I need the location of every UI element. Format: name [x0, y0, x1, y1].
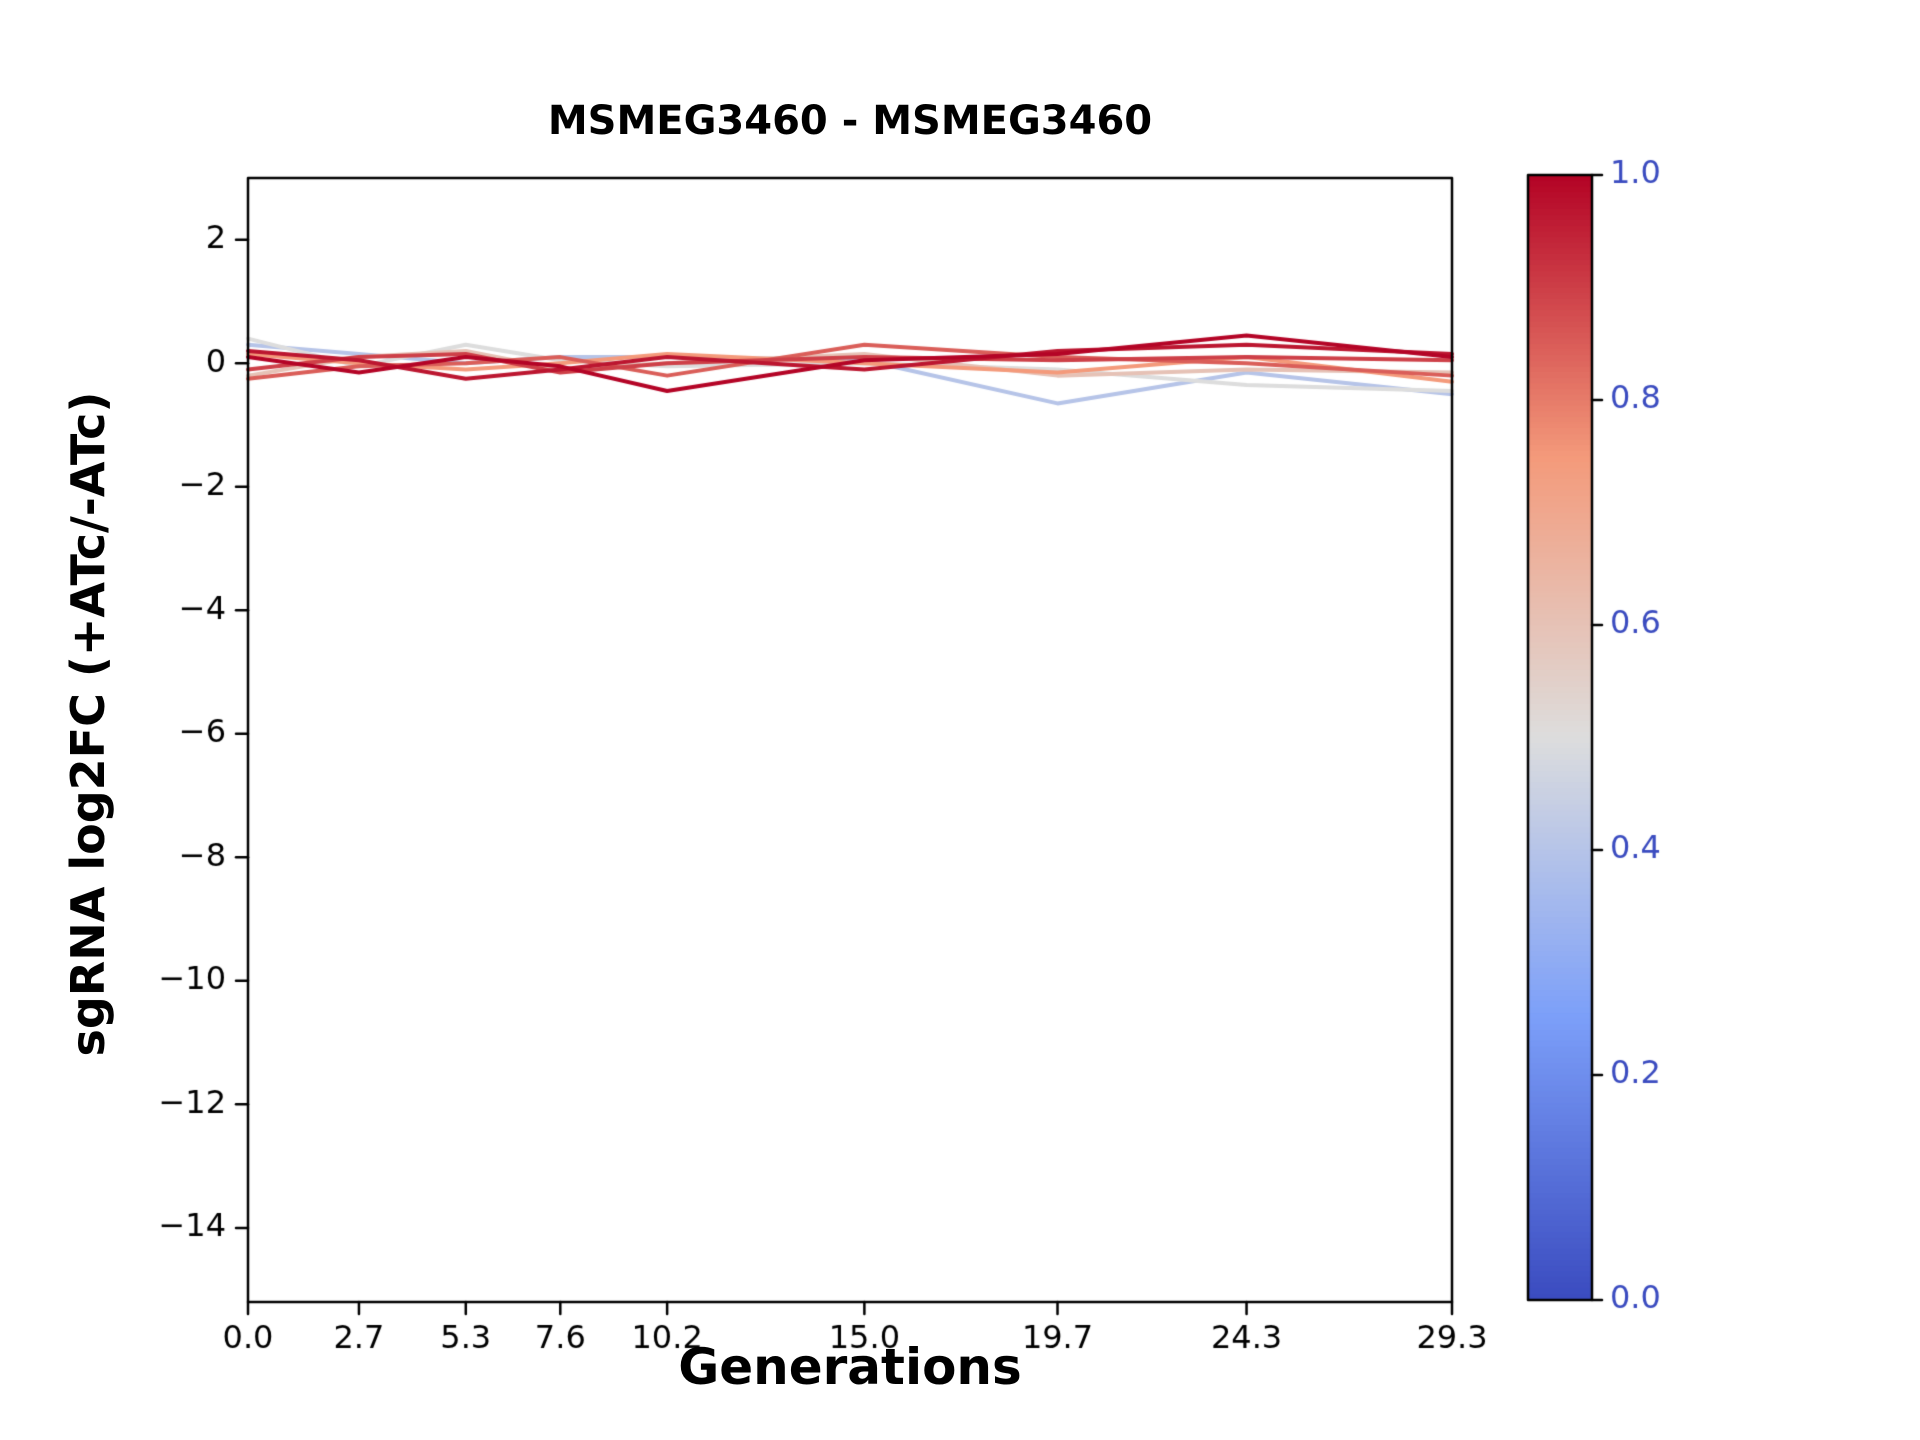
chart-title: MSMEG3460 - MSMEG3460 [547, 98, 1153, 144]
y-axis-label: sgRNA log2FC (+ATc/-ATc) [61, 391, 115, 1057]
x-axis-label: Generations [678, 1338, 1022, 1396]
